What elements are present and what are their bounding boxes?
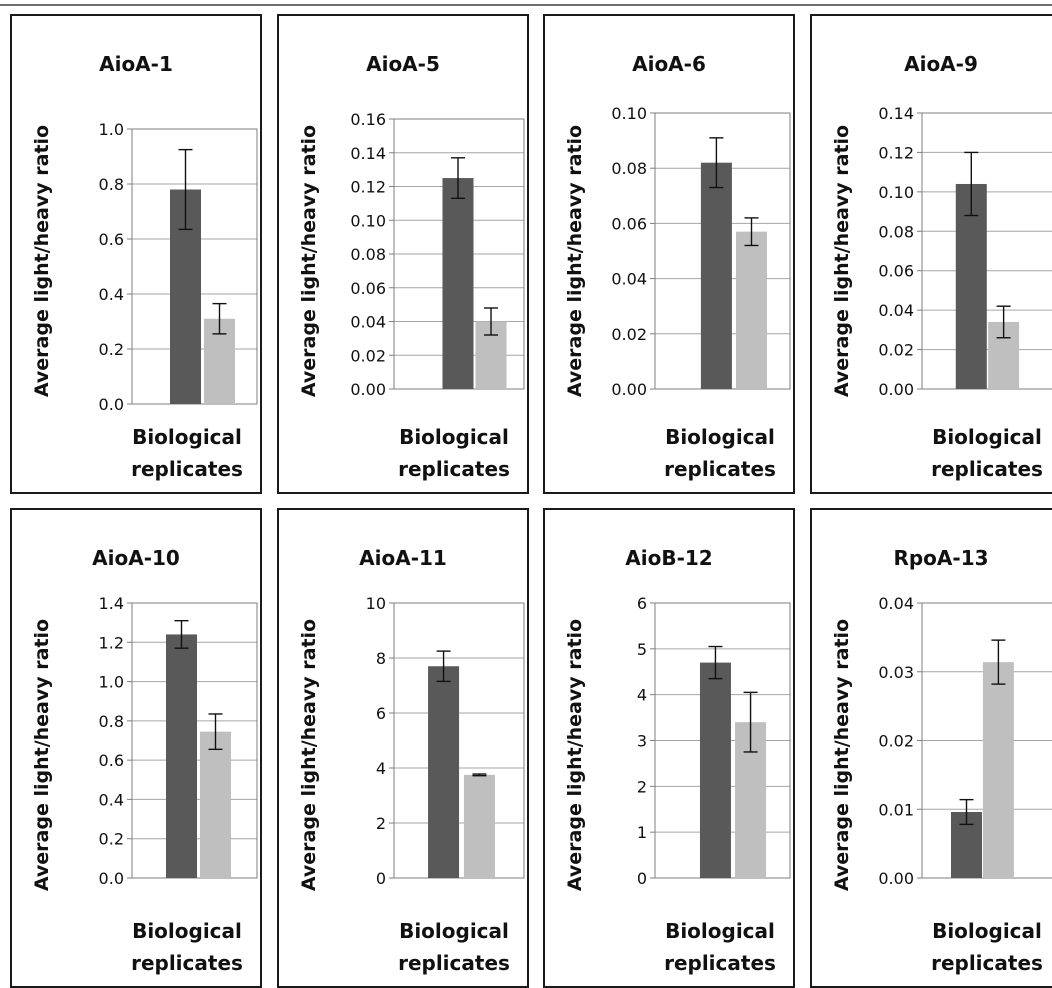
y-tick-label: 0.02 <box>350 346 386 365</box>
bar-replicate-1 <box>701 163 732 389</box>
y-tick-label: 6 <box>376 704 386 723</box>
bar-replicate-1 <box>442 178 473 389</box>
y-tick-label: 0.03 <box>878 663 914 682</box>
plot-area: 0.00 0.02 0.04 0.06 0.08 0.10 <box>545 16 795 494</box>
y-tick-label: 0 <box>637 869 647 888</box>
chart-panel: AioA-10 Average light/heavy ratio Biologic… <box>10 508 262 988</box>
y-tick-label: 0.6 <box>99 751 124 770</box>
bar-replicate-1 <box>166 634 197 878</box>
y-tick-label: 0.02 <box>611 325 647 344</box>
y-tick-label: 0.4 <box>99 790 124 809</box>
y-tick-label: 0.14 <box>350 144 386 163</box>
y-tick-label: 0.00 <box>878 869 914 888</box>
y-tick-label: 2 <box>637 777 647 796</box>
y-tick-label: 0.8 <box>99 712 124 731</box>
y-tick-label: 6 <box>637 594 647 613</box>
y-tick-label: 4 <box>637 686 647 705</box>
y-tick-label: 0.06 <box>350 279 386 298</box>
y-tick-label: 0.08 <box>878 222 914 241</box>
y-tick-label: 8 <box>376 649 386 668</box>
top-rule <box>0 4 1052 6</box>
y-tick-label: 0.02 <box>878 732 914 751</box>
y-tick-label: 0.12 <box>878 143 914 162</box>
chart-panel: AioA-9 Average light/heavy ratio Biologica… <box>810 14 1052 494</box>
y-tick-label: 0.04 <box>878 594 914 613</box>
chart-panel: RpoA-13 Average light/heavy ratio Biologic… <box>810 508 1052 988</box>
chart-panel: AioA-5 Average light/heavy ratio Biologica… <box>277 14 529 494</box>
plot-frame <box>922 113 1052 389</box>
y-tick-label: 0.04 <box>350 313 386 332</box>
y-tick-label: 10 <box>366 594 386 613</box>
y-tick-label: 3 <box>637 732 647 751</box>
y-tick-label: 0.10 <box>350 211 386 230</box>
bar-replicate-1 <box>700 663 731 878</box>
y-tick-label: 0 <box>376 869 386 888</box>
y-tick-label: 0.6 <box>99 230 124 249</box>
y-tick-label: 4 <box>376 759 386 778</box>
y-tick-label: 1.2 <box>99 633 124 652</box>
y-tick-label: 5 <box>637 640 647 659</box>
bar-replicate-2 <box>200 732 231 878</box>
y-tick-label: 1.0 <box>99 120 124 139</box>
plot-area: 0.00 0.02 0.04 0.06 0.08 0.10 0.12 0.14 <box>812 16 1052 494</box>
y-tick-label: 1.4 <box>99 594 124 613</box>
y-tick-label: 0.02 <box>878 341 914 360</box>
y-tick-label: 1 <box>637 823 647 842</box>
plot-area: 0.00 0.02 0.04 0.06 0.08 0.10 0.12 0.14 0.16 <box>279 16 529 494</box>
chart-panel: AioA-11 Average light/heavy ratio Biologic… <box>277 508 529 988</box>
chart-panel: AioB-12 Average light/heavy ratio Biologic… <box>543 508 795 988</box>
bar-replicate-1 <box>428 666 459 878</box>
plot-area: 0 1 2 3 4 5 6 <box>545 510 795 988</box>
y-tick-label: 0.00 <box>611 380 647 399</box>
y-tick-label: 0.16 <box>350 110 386 129</box>
plot-area: 0.0 0.2 0.4 0.6 0.8 1.0 <box>12 16 262 494</box>
y-tick-label: 0.00 <box>878 380 914 399</box>
y-tick-label: 0.04 <box>611 270 647 289</box>
y-tick-label: 0.10 <box>611 104 647 123</box>
y-tick-label: 0.08 <box>611 159 647 178</box>
y-tick-label: 0.10 <box>878 183 914 202</box>
chart-panel: AioA-6 Average light/heavy ratio Biologica… <box>543 14 795 494</box>
plot-area: 0 2 4 6 8 10 <box>279 510 529 988</box>
y-tick-label: 0.0 <box>99 395 124 414</box>
y-tick-label: 2 <box>376 814 386 833</box>
bar-replicate-2 <box>736 232 767 389</box>
y-tick-label: 0.01 <box>878 800 914 819</box>
y-tick-label: 0.08 <box>350 245 386 264</box>
y-tick-label: 0.06 <box>878 262 914 281</box>
y-tick-label: 1.0 <box>99 673 124 692</box>
y-tick-label: 0.2 <box>99 830 124 849</box>
y-tick-label: 0.0 <box>99 869 124 888</box>
y-tick-label: 0.12 <box>350 178 386 197</box>
y-tick-label: 0.14 <box>878 104 914 123</box>
y-tick-label: 0.8 <box>99 175 124 194</box>
chart-panel: AioA-1 Average light/heavy ratio Biologica… <box>10 14 262 494</box>
bar-replicate-2 <box>983 662 1014 878</box>
y-tick-label: 0.4 <box>99 285 124 304</box>
y-tick-label: 0.04 <box>878 301 914 320</box>
plot-area: 0.0 0.2 0.4 0.6 0.8 1.0 1.2 1.4 <box>12 510 262 988</box>
plot-area: 0.00 0.01 0.02 0.03 0.04 <box>812 510 1052 988</box>
bar-replicate-2 <box>464 775 495 878</box>
y-tick-label: 0.06 <box>611 214 647 233</box>
y-tick-label: 0.2 <box>99 340 124 359</box>
y-tick-label: 0.00 <box>350 380 386 399</box>
